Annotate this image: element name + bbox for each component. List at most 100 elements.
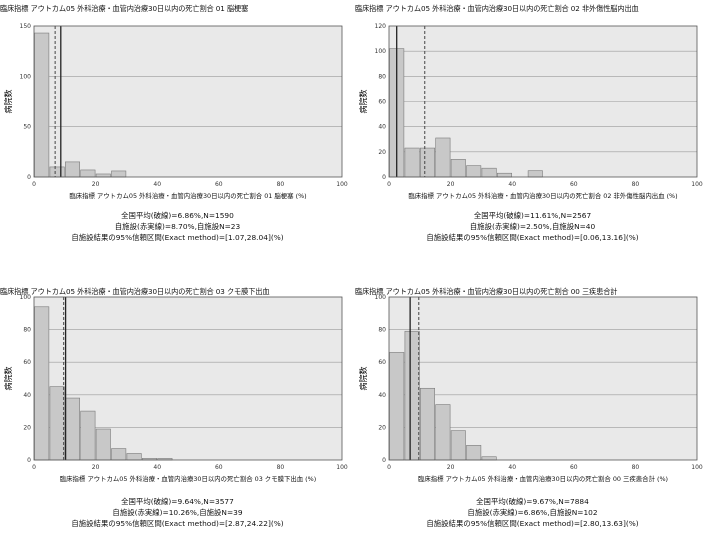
y-tick-label: 80: [378, 327, 386, 334]
x-tick-label: 80: [632, 181, 640, 188]
y-tick-label: 120: [375, 23, 387, 30]
facility-value-text: 自施設(赤実線)=10.26%,自施設N=39: [112, 508, 243, 517]
histogram-bar: [404, 330, 420, 461]
histogram-bar: [481, 456, 497, 461]
confidence-interval-text: 自施設結果の95%信頼区間(Exact method)=[2.87,24.22]…: [71, 519, 284, 528]
histogram-bar: [389, 352, 405, 461]
y-tick-label: 0: [27, 457, 31, 464]
x-axis-label: 臨床指標 アウトカム05 外科治療・血管内治療30日以内の死亡割合 00 三疾患…: [418, 474, 668, 483]
plot-area: [34, 26, 342, 177]
facility-value-text: 自施設(赤実線)=6.86%,自施設N=102: [467, 508, 598, 517]
confidence-interval-text: 自施設結果の95%信頼区間(Exact method)=[0.06,13.16]…: [426, 233, 639, 242]
histogram-bar: [80, 169, 96, 178]
stats-block: 全国平均(破線)=9.67%,N=7884 自施設(赤実線)=6.86%,自施設…: [355, 496, 710, 529]
histogram-bar: [65, 161, 81, 178]
national-mean-text: 全国平均(破線)=9.67%,N=7884: [476, 497, 589, 506]
stats-block: 全国平均(破線)=11.61%,N=2567 自施設(赤実線)=2.50%,自施…: [355, 210, 710, 243]
confidence-interval-text: 自施設結果の95%信頼区間(Exact method)=[2.80,13.63]…: [426, 519, 639, 528]
y-tick-label: 0: [27, 174, 31, 181]
x-tick-label: 20: [447, 181, 455, 188]
x-tick-label: 0: [32, 181, 36, 188]
y-tick-label: 60: [378, 99, 386, 106]
y-tick-label: 100: [20, 294, 32, 301]
confidence-interval-text: 自施設結果の95%信頼区間(Exact method)=[1.07,28.04]…: [71, 233, 284, 242]
x-tick-label: 40: [153, 464, 161, 471]
y-tick-label: 20: [378, 149, 386, 156]
national-mean-text: 全国平均(破線)=9.64%,N=3577: [121, 497, 234, 506]
x-tick-label: 20: [92, 181, 100, 188]
histogram-chart: 0 20 40 60 80 100 0 20 40 60 80 100 臨床指標 アウトカム05 外科治…: [3, 294, 348, 483]
x-tick-label: 40: [508, 181, 516, 188]
national-mean-text: 全国平均(破線)=6.86%,N=1590: [121, 211, 234, 220]
facility-value-text: 自施設(赤実線)=2.50%,自施設N=40: [469, 222, 596, 231]
histogram-bar: [466, 165, 482, 178]
y-axis-label: 病院数: [3, 367, 13, 391]
x-tick-label: 100: [691, 464, 703, 471]
histogram-bar: [497, 172, 513, 178]
y-tick-label: 0: [382, 457, 386, 464]
plot-frame: [33, 296, 343, 461]
chart-panel-02-intracerebral-hemorrhage: 臨床指標 アウトカム05 外科治療・血管内治療30日以内の死亡割合 02 非外傷…: [355, 0, 710, 267]
x-tick-label: 100: [336, 464, 348, 471]
histogram-bar: [111, 170, 127, 178]
x-tick-label: 100: [691, 181, 703, 188]
x-tick-label: 20: [92, 464, 100, 471]
histogram-bar: [404, 147, 420, 178]
chart-panel-01-cerebral-infarction: 臨床指標 アウトカム05 外科治療・血管内治療30日以内の死亡割合 01 脳梗塞…: [0, 0, 355, 267]
y-tick-label: 40: [378, 392, 386, 399]
x-tick-label: 80: [277, 464, 285, 471]
y-tick-label: 150: [20, 23, 32, 30]
x-tick-label: 20: [447, 464, 455, 471]
histogram-bar: [111, 448, 127, 461]
chart-title: 臨床指標 アウトカム05 外科治療・血管内治療30日以内の死亡割合 02 非外傷…: [355, 4, 639, 13]
x-tick-label: 0: [387, 464, 391, 471]
histogram-bar: [126, 453, 142, 461]
x-tick-label: 80: [632, 464, 640, 471]
y-tick-label: 0: [382, 174, 386, 181]
y-axis-label: 病院数: [358, 90, 368, 114]
x-tick-label: 60: [215, 464, 223, 471]
x-tick-label: 40: [153, 181, 161, 188]
y-tick-label: 100: [375, 48, 387, 55]
histogram-bar: [95, 173, 111, 178]
x-axis-label: 臨床指標 アウトカム05 外科治療・血管内治療30日以内の死亡割合 01 脳梗塞…: [69, 191, 306, 200]
y-tick-label: 50: [23, 124, 31, 131]
stats-block: 全国平均(破線)=6.86%,N=1590 自施設(赤実線)=8.70%,自施設…: [0, 210, 355, 243]
x-tick-label: 0: [387, 181, 391, 188]
histogram-bar: [435, 137, 451, 178]
y-axis-label: 病院数: [358, 367, 368, 391]
histogram-bar: [450, 430, 466, 461]
chart-title: 臨床指標 アウトカム05 外科治療・血管内治療30日以内の死亡割合 00 三疾患…: [355, 287, 618, 296]
y-tick-label: 60: [378, 359, 386, 366]
x-axis-label: 臨床指標 アウトカム05 外科治療・血管内治療30日以内の死亡割合 02 非外傷…: [408, 191, 677, 200]
histogram-bar: [34, 32, 50, 178]
histogram-bar: [49, 386, 65, 461]
chart-title: 臨床指標 アウトカム05 外科治療・血管内治療30日以内の死亡割合 01 脳梗塞: [0, 4, 249, 13]
stats-block: 全国平均(破線)=9.64%,N=3577 自施設(赤実線)=10.26%,自施…: [0, 496, 355, 529]
x-tick-label: 60: [570, 464, 578, 471]
plot-area: [389, 297, 697, 460]
histogram-chart: 0 20 40 60 80 100 120 0 20 40 60 80 100 臨床指標 アウトカム05 …: [358, 23, 703, 200]
histogram-bar: [34, 306, 50, 461]
y-tick-label: 60: [23, 359, 31, 366]
histogram-chart: 0 50 100 150 0 20 40 60 80 100 臨床指標 アウトカム05 外科治療・血…: [3, 23, 348, 200]
plot-frame: [388, 25, 698, 178]
x-tick-label: 100: [336, 181, 348, 188]
plot-frame: [388, 296, 698, 461]
y-tick-label: 40: [378, 124, 386, 131]
histogram-bar: [481, 167, 497, 178]
histogram-bar: [65, 397, 81, 461]
histogram-bar: [435, 404, 451, 461]
facility-value-text: 自施設(赤実線)=8.70%,自施設N=23: [114, 222, 241, 231]
histogram-bar: [450, 159, 466, 178]
x-tick-label: 40: [508, 464, 516, 471]
national-mean-text: 全国平均(破線)=11.61%,N=2567: [473, 211, 592, 220]
x-tick-label: 60: [215, 181, 223, 188]
histogram-bar: [49, 166, 65, 178]
y-tick-label: 40: [23, 392, 31, 399]
y-tick-label: 20: [378, 424, 386, 431]
histogram-bar: [527, 170, 543, 178]
chart-title: 臨床指標 アウトカム05 外科治療・血管内治療30日以内の死亡割合 03 クモ膜…: [0, 287, 270, 296]
chart-panel-03-subarachnoid-hemorrhage: 臨床指標 アウトカム05 外科治療・血管内治療30日以内の死亡割合 03 クモ膜…: [0, 267, 355, 534]
y-tick-label: 80: [23, 327, 31, 334]
